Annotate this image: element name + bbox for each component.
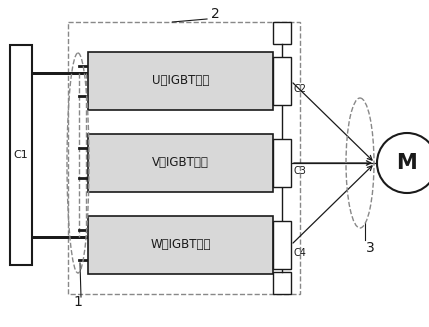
Text: C1: C1 [14, 150, 28, 160]
Text: C4: C4 [293, 248, 306, 258]
Text: 2: 2 [211, 7, 219, 21]
Text: M: M [397, 153, 417, 173]
Bar [273, 22, 291, 44]
Bar [88, 134, 273, 192]
Bar [10, 45, 32, 265]
Bar [273, 221, 291, 269]
Text: 3: 3 [366, 241, 375, 255]
Text: 1: 1 [73, 295, 82, 309]
Bar [68, 22, 300, 294]
Text: V相IGBT组件: V相IGBT组件 [152, 157, 209, 169]
Text: C3: C3 [293, 166, 306, 176]
Bar [273, 57, 291, 105]
Text: W相IGBT组件: W相IGBT组件 [150, 238, 211, 251]
Bar [273, 272, 291, 294]
Bar [88, 52, 273, 110]
Text: U相IGBT组件: U相IGBT组件 [152, 75, 209, 88]
Bar [88, 216, 273, 274]
Bar [273, 139, 291, 187]
Text: C2: C2 [293, 84, 306, 94]
